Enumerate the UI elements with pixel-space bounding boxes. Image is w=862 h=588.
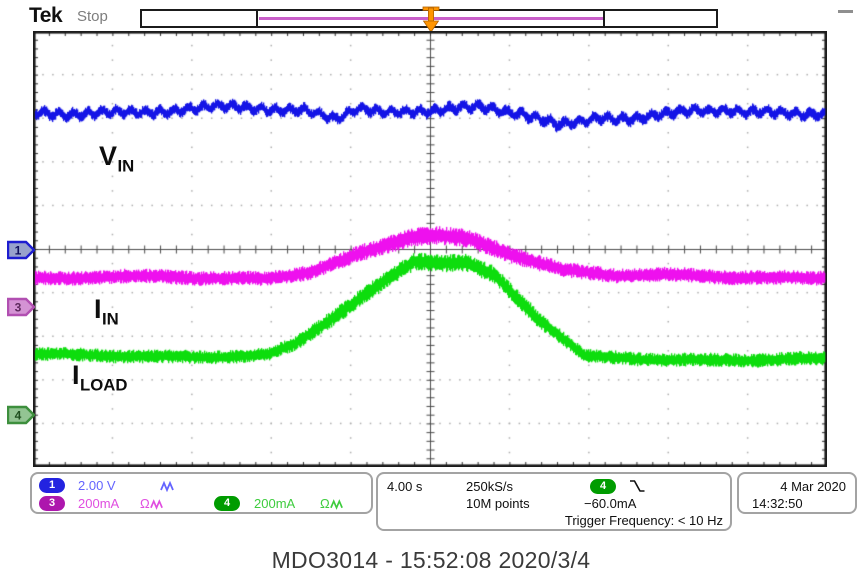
acq-bar-divider (603, 11, 605, 26)
timebase: 4.00 s (387, 479, 423, 494)
waveform-display (33, 31, 827, 467)
ch4-impedance: Ω (320, 496, 344, 511)
horizontal-trigger-readout-box: 4.00 s 250kS/s 4 10M points −60.0mA Trig… (376, 472, 732, 531)
ch3-scale: 200mA (78, 496, 120, 511)
datetime-box: 4 Mar 2020 14:32:50 (737, 472, 857, 514)
label-vin: VIN (99, 141, 135, 176)
trigger-frequency: Trigger Frequency: < 10 Hz (564, 513, 723, 528)
figure-caption: MDO3014 - 15:52:08 2020/3/4 (271, 547, 591, 573)
ch3-bandwidth-icon (149, 499, 163, 510)
time: 14:32:50 (752, 496, 803, 511)
label-iload: ILOAD (72, 360, 128, 395)
ch1-badge[interactable]: 1 (39, 478, 65, 493)
ch1-bandwidth-icon (160, 480, 174, 492)
falling-edge-icon (630, 480, 645, 492)
tek-logo: Tek (29, 4, 63, 27)
channel-readout-box: 1 2.00 V 3 200mA Ω 4 200mA Ω (30, 472, 373, 514)
ch4-bandwidth-icon (329, 499, 343, 510)
ch3-ground-marker-icon[interactable]: 3 (7, 297, 35, 317)
acquisition-status: Stop (77, 8, 108, 25)
svg-text:4: 4 (15, 409, 22, 423)
trigger-level: −60.0mA (584, 496, 637, 511)
sample-rate: 250kS/s (466, 479, 513, 494)
acq-bar-divider (256, 11, 258, 26)
svg-text:3: 3 (15, 301, 22, 315)
ch4-ground-marker-icon[interactable]: 4 (7, 405, 35, 425)
ch1-ground-marker-icon[interactable]: 1 (7, 240, 35, 260)
ch3-badge[interactable]: 3 (39, 496, 65, 511)
ch4-badge[interactable]: 4 (214, 496, 240, 511)
trigger-source-badge[interactable]: 4 (590, 479, 616, 494)
trigger-position-icon[interactable] (419, 5, 443, 33)
ch1-scale: 2.00 V (78, 478, 116, 493)
svg-text:1: 1 (15, 244, 22, 258)
ch3-impedance: Ω (140, 496, 164, 511)
ch4-scale: 200mA (254, 496, 296, 511)
record-length: 10M points (466, 496, 530, 511)
label-iin: IIN (94, 294, 119, 329)
date: 4 Mar 2020 (780, 479, 846, 494)
top-right-dash (838, 10, 853, 13)
